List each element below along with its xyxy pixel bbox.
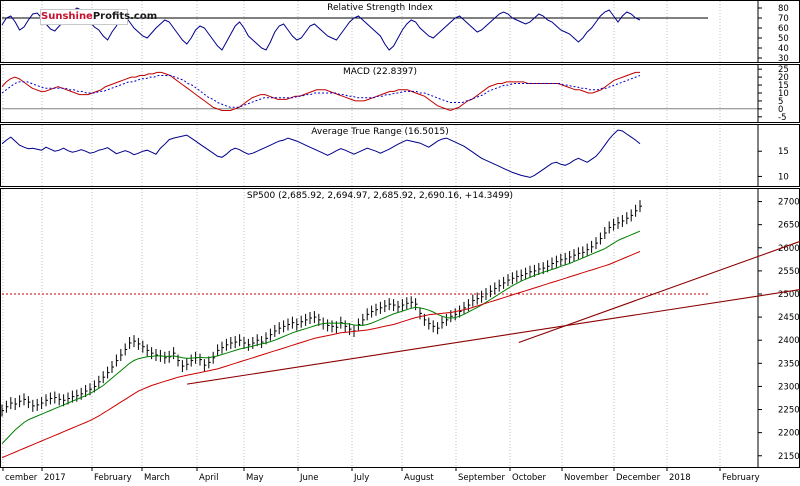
panel-title: MACD (22.8397) [343, 67, 417, 77]
series-line [1, 7, 641, 51]
x-tick-label: April [199, 473, 218, 483]
x-tick-label: June [299, 473, 319, 483]
y-tick-label: 2700 [778, 198, 800, 208]
y-tick-label: 0 [778, 105, 783, 115]
x-tick-label: October [512, 473, 547, 483]
logo-text-part1: Sunshine [41, 11, 93, 22]
x-tick-label: 2018 [669, 473, 691, 483]
x-tick-label: 2017 [44, 473, 66, 483]
x-tick-label: July [353, 473, 369, 483]
series-line [1, 75, 641, 108]
y-tick-label: 2650 [778, 221, 800, 231]
x-tick-label: September [458, 473, 505, 483]
y-tick-label: 10 [778, 172, 789, 182]
y-tick-label: 25 [778, 65, 789, 75]
y-tick-label: 2450 [778, 313, 800, 323]
y-tick-label: 2250 [778, 406, 800, 416]
y-tick-label: 2500 [778, 290, 800, 300]
y-tick-label: 2300 [778, 382, 800, 392]
logo: SunshineProfits.com [40, 9, 157, 25]
x-tick-label: March [144, 473, 170, 483]
x-tick-label: February [94, 473, 132, 483]
panel-title: Relative Strength Index [327, 3, 433, 13]
y-tick-label: 10 [778, 89, 789, 99]
y-tick-label: -5 [778, 113, 786, 123]
x-tick-label: cember [5, 473, 38, 483]
y-tick-label: 20 [778, 73, 789, 83]
y-tick-label: 2400 [778, 336, 800, 346]
x-tick-label: December [616, 473, 661, 483]
panel-title: SP500 (2,685.92, 2,694.97, 2,685.92, 2,6… [247, 191, 513, 201]
y-tick-label: 15 [778, 81, 789, 91]
y-tick-label: 2200 [778, 429, 800, 439]
x-tick-label: August [404, 473, 434, 483]
y-tick-label: 80 [778, 4, 789, 14]
trend-line [518, 240, 800, 344]
y-tick-label: 30 [778, 54, 789, 64]
y-tick-label: 2550 [778, 267, 800, 277]
x-tick-label: May [246, 473, 264, 483]
series-line [1, 251, 641, 459]
y-tick-label: 2150 [778, 452, 800, 462]
y-tick-label: 2350 [778, 359, 800, 369]
y-tick-label: 40 [778, 44, 789, 54]
x-tick-label: February [722, 473, 760, 483]
series-line [1, 129, 641, 178]
y-tick-label: 5 [778, 97, 783, 107]
series-line [1, 71, 640, 112]
panel-title: Average True Range (16.5015) [311, 127, 448, 137]
y-tick-label: 60 [778, 24, 789, 34]
y-tick-label: 50 [778, 34, 789, 44]
x-tick-label: November [564, 473, 609, 483]
series-line [1, 230, 641, 445]
y-tick-label: 15 [778, 147, 789, 157]
logo-text-part2: Profits.com [92, 11, 158, 22]
y-tick-label: 2600 [778, 244, 800, 254]
y-tick-label: 70 [778, 14, 789, 24]
panel-frame [0, 188, 800, 468]
trend-line [186, 288, 800, 385]
